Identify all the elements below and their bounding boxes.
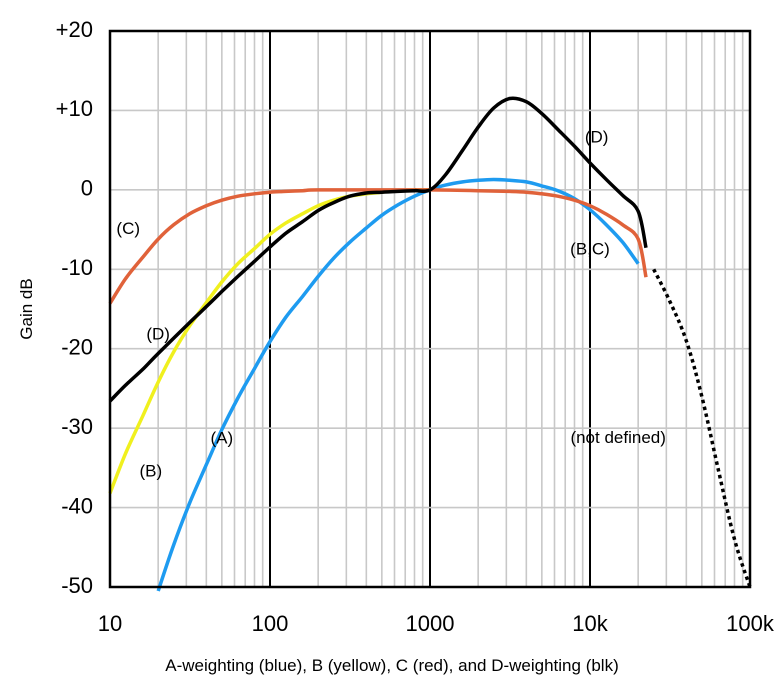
y-tick-labels: +20 +10 0 -10 -20 -30 -40 -50 (56, 17, 93, 598)
plot-frame (108, 29, 752, 589)
curve-annotation: (B,C) (570, 240, 610, 259)
chart-caption: A-weighting (blue), B (yellow), C (red),… (165, 656, 619, 675)
x-tick-label: 10 (98, 611, 122, 636)
x-tick-label: 1000 (406, 611, 455, 636)
y-tick-label: -10 (61, 255, 93, 280)
series-line-c (108, 188, 648, 305)
curve-annotation: (D) (146, 325, 170, 344)
y-tick-label: -50 (61, 573, 93, 598)
y-tick-label: -20 (61, 335, 93, 360)
x-tick-label: 10k (572, 611, 608, 636)
annotation-group: (C) (D) (A) (B) (D) (B,C) (not defined) (116, 128, 665, 481)
y-tick-label: +20 (56, 17, 93, 42)
series-line-d (108, 96, 648, 403)
y-tick-label: +10 (56, 96, 93, 121)
series-group (108, 96, 752, 592)
x-tick-label: 100 (252, 611, 289, 636)
y-tick-label: 0 (81, 176, 93, 201)
y-tick-label: -30 (61, 414, 93, 439)
x-tick-labels: 10 100 1000 10k 100k (98, 611, 775, 636)
x-tick-label: 100k (726, 611, 775, 636)
y-tick-label: -40 (61, 493, 93, 518)
curve-annotation: (D) (585, 128, 609, 147)
y-axis-title: Gain dB (17, 278, 36, 339)
curve-annotation: (C) (116, 219, 140, 238)
curve-annotation: (not defined) (570, 428, 665, 447)
curve-annotation: (A) (210, 429, 233, 448)
series-line-a (156, 177, 640, 592)
series-line-not-defined (652, 268, 752, 588)
curve-annotation: (B) (140, 461, 163, 480)
